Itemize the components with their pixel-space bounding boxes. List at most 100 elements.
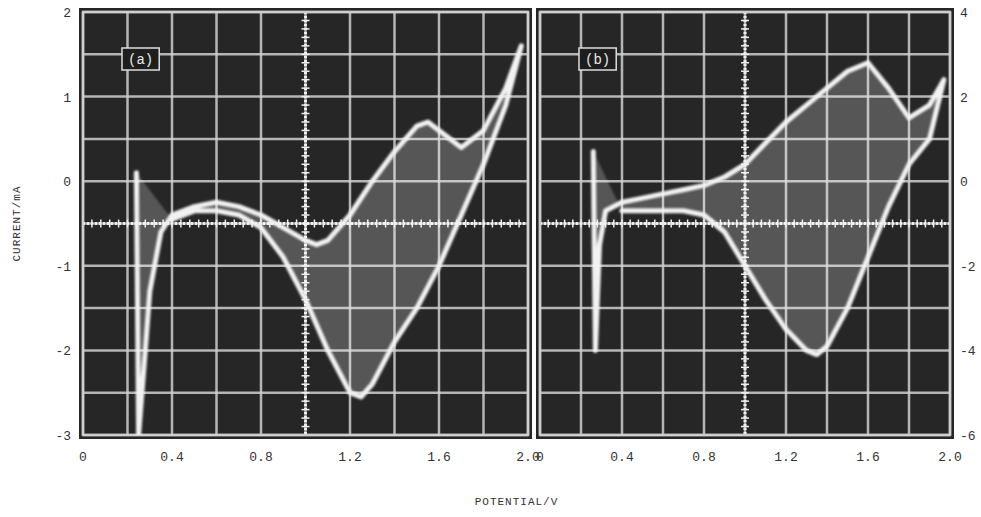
- hatch: [933, 220, 935, 228]
- y-tick-label: 0: [63, 175, 71, 190]
- panel-letter-box: [579, 48, 616, 70]
- figure: (a)00.40.81.21.62.0-3-2-1012CURRENT/mAPO…: [0, 0, 981, 517]
- graticule: [83, 12, 528, 435]
- hatch: [741, 121, 749, 123]
- y-tick-label: -1: [55, 260, 71, 275]
- hatch: [302, 206, 310, 208]
- panel-letter-box: [122, 48, 159, 70]
- hatch: [518, 220, 520, 228]
- hatch: [287, 220, 289, 228]
- hatch: [741, 96, 749, 98]
- hatch: [302, 87, 310, 89]
- x-tick-label: 1.6: [856, 450, 879, 465]
- y-tick-label: -4: [960, 344, 976, 359]
- x-tick-label: 1.6: [427, 450, 450, 465]
- hatch: [302, 164, 310, 166]
- hatch: [302, 316, 310, 318]
- panel: (b)00.40.81.21.62.0-6-4-2024: [536, 6, 976, 465]
- hatch: [564, 220, 566, 228]
- x-tick-label: 0.4: [160, 450, 184, 465]
- hatch: [741, 392, 749, 394]
- hatch: [302, 426, 310, 428]
- minor-grid: [83, 138, 528, 141]
- hatch: [302, 45, 310, 47]
- y-tick-label: 0: [960, 175, 968, 190]
- x-tick-label: 0.8: [249, 450, 272, 465]
- hatch: [925, 220, 927, 228]
- hatch: [741, 367, 749, 369]
- hatch: [580, 220, 582, 228]
- hatch: [314, 220, 316, 228]
- hatch: [302, 54, 310, 56]
- hatch: [556, 220, 558, 228]
- hatch: [741, 155, 749, 157]
- hatch: [613, 220, 615, 228]
- trace: [593, 63, 944, 355]
- hatch: [741, 79, 749, 81]
- hatch: [302, 333, 310, 335]
- hatch: [741, 383, 749, 385]
- hatch: [302, 214, 310, 216]
- hatch: [234, 220, 236, 228]
- hatch: [302, 20, 310, 22]
- hatch: [670, 220, 672, 228]
- frame: [83, 12, 528, 435]
- hatch: [302, 62, 310, 64]
- hatch: [741, 45, 749, 47]
- hatch: [572, 220, 574, 228]
- hatch: [242, 220, 244, 228]
- hatch: [302, 104, 310, 106]
- hatch: [900, 220, 902, 228]
- panel-letter: (a): [128, 52, 153, 68]
- hatch: [741, 20, 749, 22]
- hatch: [741, 87, 749, 89]
- trace: [136, 46, 521, 435]
- hatch: [908, 220, 910, 228]
- panel-letter-group: (a): [122, 48, 159, 70]
- hatch: [646, 220, 648, 228]
- hatch: [916, 220, 918, 228]
- y-tick-label: 4: [960, 6, 968, 21]
- hatch: [198, 220, 200, 228]
- hatch: [302, 113, 310, 115]
- hatch: [225, 220, 227, 228]
- hatch: [302, 147, 310, 149]
- panel: (a)00.40.81.21.62.0-3-2-1012CURRENT/mAPO…: [11, 6, 558, 508]
- hatch: [302, 417, 310, 419]
- hatch: [741, 282, 749, 284]
- screen: [536, 8, 954, 439]
- hatch: [547, 220, 549, 228]
- hatch: [492, 220, 494, 228]
- hatch: [302, 130, 310, 132]
- hatch: [741, 350, 749, 352]
- hatch: [741, 316, 749, 318]
- hatch: [323, 220, 325, 228]
- hatch: [679, 220, 681, 228]
- hatch: [501, 220, 503, 228]
- hatch: [331, 220, 333, 228]
- hatch: [741, 409, 749, 411]
- hatch: [741, 104, 749, 106]
- hatch: [741, 324, 749, 326]
- hatch: [302, 367, 310, 369]
- y-tick-label: 2: [63, 6, 71, 21]
- hatch: [302, 197, 310, 199]
- hatch: [127, 220, 129, 228]
- hatch: [207, 220, 209, 228]
- hatch: [302, 180, 310, 182]
- screen: [79, 8, 532, 439]
- hatch: [892, 220, 894, 228]
- hatch: [302, 96, 310, 98]
- hatch: [695, 220, 697, 228]
- hatch: [741, 37, 749, 39]
- hatch: [509, 220, 511, 228]
- hatch: [302, 223, 310, 225]
- hatch: [741, 341, 749, 343]
- hatch: [302, 231, 310, 233]
- x-tick-label: 2.0: [938, 450, 961, 465]
- hatch: [302, 70, 310, 72]
- hatch: [302, 37, 310, 39]
- hatch: [474, 220, 476, 228]
- y-axis-title: CURRENT/mA: [11, 185, 23, 261]
- hatch: [302, 392, 310, 394]
